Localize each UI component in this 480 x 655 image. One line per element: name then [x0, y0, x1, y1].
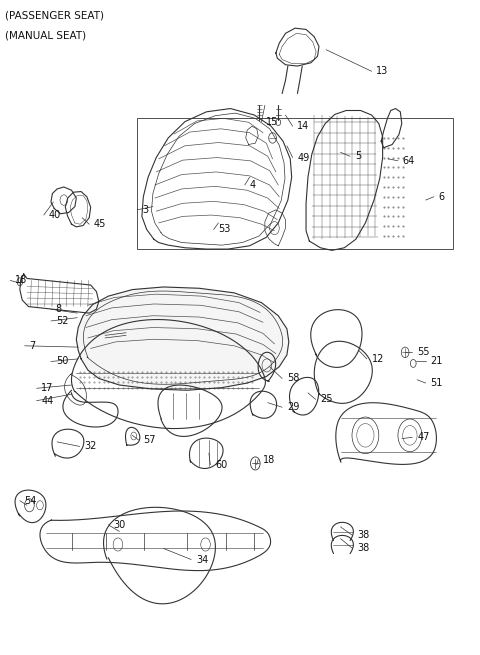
Text: 49: 49 — [298, 153, 310, 162]
Text: 6: 6 — [439, 192, 445, 202]
Text: 44: 44 — [41, 396, 54, 405]
Bar — [137, 119, 453, 249]
Text: 53: 53 — [218, 225, 231, 234]
Text: 50: 50 — [56, 356, 68, 367]
Text: 64: 64 — [403, 156, 415, 166]
Text: 25: 25 — [321, 394, 333, 404]
Polygon shape — [76, 287, 289, 390]
Text: 34: 34 — [196, 555, 208, 565]
Text: (PASSENGER SEAT): (PASSENGER SEAT) — [5, 10, 105, 20]
Text: 54: 54 — [24, 496, 37, 506]
Text: 51: 51 — [431, 378, 443, 388]
Text: 57: 57 — [144, 435, 156, 445]
Text: 38: 38 — [357, 544, 370, 553]
Text: 60: 60 — [215, 460, 228, 470]
Text: 3: 3 — [142, 205, 148, 215]
Text: 32: 32 — [84, 441, 97, 451]
Text: (MANUAL SEAT): (MANUAL SEAT) — [5, 30, 86, 40]
Text: 58: 58 — [287, 373, 299, 383]
Text: 55: 55 — [417, 347, 430, 358]
Text: 38: 38 — [357, 531, 370, 540]
Text: 8: 8 — [56, 304, 62, 314]
Text: 47: 47 — [417, 432, 430, 442]
Text: 5: 5 — [355, 151, 361, 161]
Text: 45: 45 — [94, 219, 107, 229]
Text: 12: 12 — [372, 354, 384, 364]
Text: 13: 13 — [376, 66, 389, 76]
Text: 14: 14 — [298, 121, 310, 131]
Text: 30: 30 — [113, 520, 125, 530]
Text: 15: 15 — [266, 117, 279, 126]
Text: 17: 17 — [41, 383, 54, 393]
Text: 40: 40 — [48, 210, 61, 220]
Text: 4: 4 — [250, 180, 256, 190]
Text: 7: 7 — [29, 341, 36, 351]
Text: 29: 29 — [287, 402, 299, 412]
Text: 18: 18 — [15, 276, 27, 286]
Text: 52: 52 — [56, 316, 68, 326]
Text: 18: 18 — [263, 455, 275, 464]
Text: 21: 21 — [431, 356, 443, 367]
